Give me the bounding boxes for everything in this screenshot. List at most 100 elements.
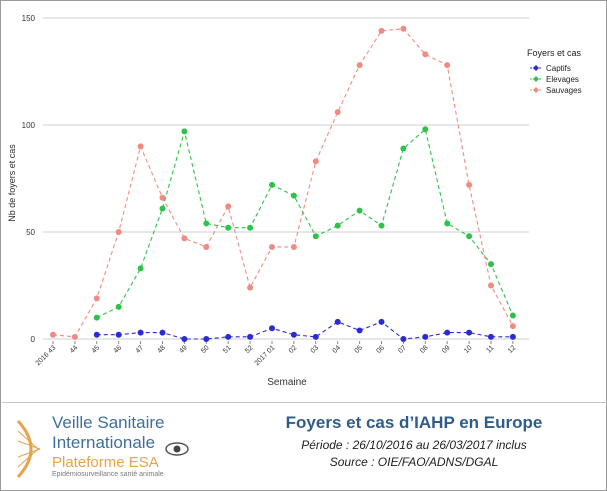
x-tick-label: 47 <box>135 344 146 355</box>
data-point <box>334 222 341 229</box>
y-axis-label: Nb de foyers et cas <box>7 144 17 222</box>
data-point <box>93 295 100 302</box>
x-tick-label: 05 <box>354 344 365 355</box>
x-tick-label: 09 <box>441 344 452 355</box>
data-point <box>137 143 144 150</box>
data-point <box>247 224 254 231</box>
caption-source: Source : OIE/FAO/ADNS/DGAL <box>329 455 499 469</box>
data-point <box>115 331 122 338</box>
footer: Veille Sanitaire Internationale Platefor… <box>2 403 607 490</box>
logo-line1: Veille Sanitaire <box>52 413 165 432</box>
legend-label: Sauvages <box>546 86 582 95</box>
data-point <box>509 312 516 319</box>
data-point <box>159 329 166 336</box>
data-point <box>334 318 341 325</box>
data-point <box>466 329 473 336</box>
eye-icon <box>165 442 189 456</box>
gridlines <box>43 17 529 340</box>
data-point <box>466 233 473 240</box>
series-line <box>52 28 514 338</box>
data-point <box>225 333 232 340</box>
legend-label: Captifs <box>546 64 571 73</box>
caption-title: Foyers et cas d’IAHP en Europe <box>285 413 543 432</box>
data-point <box>466 181 473 188</box>
data-point <box>269 243 275 250</box>
x-tick-label: 48 <box>156 344 167 355</box>
data-point <box>181 235 188 242</box>
x-tick-label: 12 <box>507 344 518 355</box>
logo-line2: Internationale <box>52 433 156 452</box>
data-point <box>290 243 297 250</box>
x-tick-label: 52 <box>244 344 255 355</box>
legend-marker <box>533 87 539 93</box>
data-point <box>334 109 341 116</box>
x-tick-label: 49 <box>178 344 189 355</box>
data-point <box>137 265 144 272</box>
data-point <box>203 220 210 227</box>
x-tick-label: 08 <box>419 344 430 355</box>
data-point <box>93 331 100 338</box>
data-point <box>269 325 275 332</box>
data-point <box>159 194 166 201</box>
data-point <box>488 261 494 268</box>
data-point <box>203 243 210 250</box>
legend-marker <box>533 65 539 71</box>
x-tick-label: 07 <box>397 344 408 355</box>
data-point <box>444 62 451 69</box>
logo: Veille Sanitaire Internationale Platefor… <box>14 411 214 486</box>
data-point <box>422 126 429 133</box>
series-elevages <box>93 126 516 321</box>
y-tick-label: 100 <box>22 121 36 130</box>
data-point <box>115 303 122 310</box>
data-point <box>422 333 429 340</box>
data-point <box>400 145 407 152</box>
series-captifs <box>93 318 516 342</box>
data-point <box>269 181 275 188</box>
x-tick-label: 02 <box>288 344 299 355</box>
data-point <box>71 333 78 340</box>
logo-line3: Plateforme ESA <box>52 454 159 471</box>
data-point <box>312 333 319 340</box>
series-line <box>96 321 513 340</box>
data-point <box>247 333 254 340</box>
data-point <box>247 284 254 291</box>
data-point <box>444 220 451 227</box>
x-axis-ticks: 2016 43 44 45 46 47 48 49 50 51 52 2017 01 02 03 04 05… <box>35 341 518 367</box>
data-point <box>225 224 232 231</box>
data-point <box>290 331 297 338</box>
data-point <box>444 329 451 336</box>
eye-logo-icon <box>16 419 41 479</box>
data-point <box>378 318 385 325</box>
data-point <box>290 192 297 199</box>
x-tick-label: 11 <box>485 344 495 354</box>
x-tick-label: 06 <box>375 344 386 355</box>
caption-block: Foyers et cas d’IAHP en Europe Période :… <box>224 407 604 469</box>
data-point <box>400 336 407 342</box>
x-tick-label: 45 <box>91 344 102 355</box>
x-axis-label: Semaine <box>267 377 307 388</box>
data-point <box>312 233 319 240</box>
y-tick-label: 0 <box>31 335 36 344</box>
x-tick-label: 44 <box>69 344 80 355</box>
series-layer <box>50 25 516 342</box>
data-point <box>93 314 100 321</box>
data-point <box>378 222 385 229</box>
data-point <box>159 205 166 212</box>
data-point <box>509 323 516 330</box>
legend-item-captifs: Captifs <box>530 64 571 73</box>
data-point <box>115 229 122 235</box>
series-line <box>96 128 514 319</box>
y-tick-label: 50 <box>26 228 35 237</box>
data-point <box>488 333 494 340</box>
data-point <box>137 329 144 336</box>
series-sauvages <box>50 25 516 340</box>
logo-line4: Epidémiosurveillance santé animale <box>52 471 164 478</box>
data-point <box>203 336 210 342</box>
data-point <box>50 331 56 338</box>
data-point <box>181 128 188 135</box>
legend-item-elevages: Elevages <box>530 75 579 84</box>
legend-title: Foyers et cas <box>527 48 582 58</box>
x-tick-label: 51 <box>222 344 233 355</box>
x-tick-label: 2016 43 <box>35 344 58 367</box>
